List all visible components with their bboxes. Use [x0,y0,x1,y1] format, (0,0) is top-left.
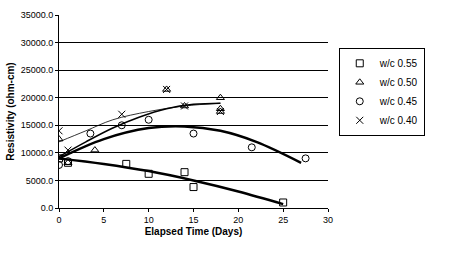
svg-text:10000.0: 10000.0 [21,148,54,158]
svg-text:15000.0: 15000.0 [21,120,54,130]
svg-text:0: 0 [56,215,61,225]
svg-text:15: 15 [188,215,198,225]
svg-text:35000.0: 35000.0 [21,10,54,20]
svg-text:0.0: 0.0 [41,203,54,213]
svg-text:Resistivity (ohm-cm): Resistivity (ohm-cm) [5,62,16,160]
svg-text:w/c 0.55: w/c 0.55 [379,58,418,69]
svg-text:20000.0: 20000.0 [21,93,54,103]
svg-text:w/c 0.50: w/c 0.50 [379,77,418,88]
svg-text:5: 5 [101,215,106,225]
svg-text:5000.0: 5000.0 [26,176,54,186]
svg-text:25000.0: 25000.0 [21,65,54,75]
svg-text:20: 20 [233,215,243,225]
svg-text:w/c 0.40: w/c 0.40 [379,115,418,126]
svg-text:30000.0: 30000.0 [21,38,54,48]
svg-text:Elapsed Time (Days): Elapsed Time (Days) [145,226,243,237]
svg-text:w/c 0.45: w/c 0.45 [379,96,418,107]
svg-text:10: 10 [144,215,154,225]
svg-text:25: 25 [278,215,288,225]
svg-text:30: 30 [323,215,333,225]
